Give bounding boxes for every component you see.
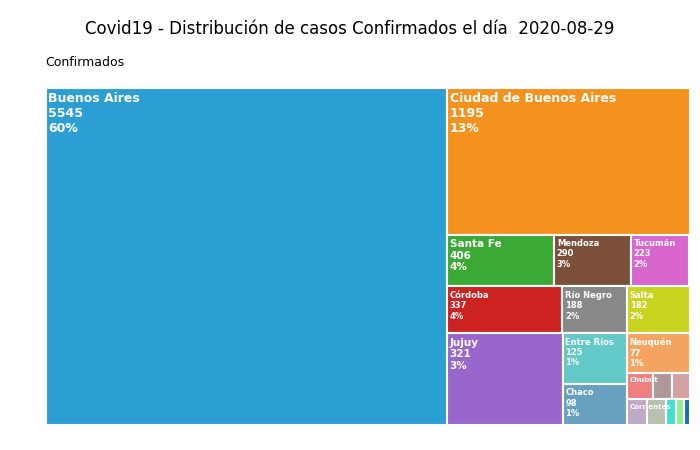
Text: Río Negro
188
2%: Río Negro 188 2% (565, 291, 612, 321)
Text: Neuquén
77
1%: Neuquén 77 1% (629, 338, 672, 368)
Text: Confirmados: Confirmados (46, 56, 125, 69)
Text: Jujuy
321
3%: Jujuy 321 3% (449, 338, 479, 371)
Text: Salta
182
2%: Salta 182 2% (630, 291, 654, 321)
Text: Córdoba
337
4%: Córdoba 337 4% (449, 291, 489, 321)
Text: Chubut: Chubut (629, 377, 658, 383)
Text: Covid19 - Distribución de casos Confirmados el día  2020-08-29: Covid19 - Distribución de casos Confirma… (85, 20, 615, 38)
Text: Chaco
98
1%: Chaco 98 1% (566, 388, 594, 418)
Text: Buenos Aires
5545
60%: Buenos Aires 5545 60% (48, 92, 140, 135)
Text: Entre Ríos
125
1%: Entre Ríos 125 1% (566, 338, 614, 368)
Text: Santa Fe
406
4%: Santa Fe 406 4% (449, 239, 501, 272)
Text: Ciudad de Buenos Aires
1195
13%: Ciudad de Buenos Aires 1195 13% (449, 92, 616, 135)
Text: Mendoza
290
3%: Mendoza 290 3% (556, 239, 599, 269)
Text: Corrientes: Corrientes (629, 404, 671, 410)
Text: Tucumán
223
2%: Tucumán 223 2% (634, 239, 676, 269)
